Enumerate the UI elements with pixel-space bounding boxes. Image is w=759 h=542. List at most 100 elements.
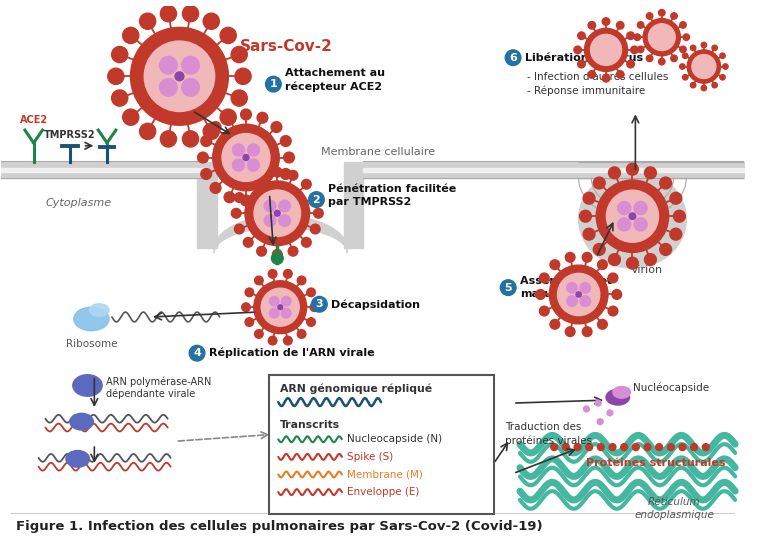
Circle shape: [627, 60, 635, 68]
Circle shape: [670, 228, 682, 240]
Circle shape: [558, 273, 600, 315]
Ellipse shape: [74, 307, 109, 331]
Circle shape: [279, 200, 291, 212]
Circle shape: [648, 24, 676, 50]
Circle shape: [701, 42, 707, 48]
Circle shape: [201, 136, 212, 146]
Circle shape: [644, 254, 657, 266]
Circle shape: [583, 192, 595, 204]
Text: Cytoplasme: Cytoplasme: [46, 198, 112, 208]
Circle shape: [271, 122, 282, 132]
Circle shape: [660, 177, 672, 189]
Circle shape: [197, 152, 208, 163]
Ellipse shape: [70, 414, 93, 430]
Circle shape: [673, 210, 685, 222]
Text: 2: 2: [313, 195, 320, 204]
Circle shape: [224, 192, 235, 203]
Circle shape: [634, 218, 647, 231]
Circle shape: [550, 319, 559, 329]
Circle shape: [644, 167, 657, 179]
Circle shape: [310, 303, 319, 312]
Circle shape: [261, 288, 299, 326]
Circle shape: [562, 444, 569, 450]
Circle shape: [683, 34, 689, 41]
Circle shape: [245, 181, 310, 246]
Circle shape: [720, 53, 725, 59]
Circle shape: [203, 124, 219, 139]
Circle shape: [232, 159, 244, 171]
Circle shape: [181, 56, 200, 74]
Circle shape: [597, 444, 604, 450]
Circle shape: [597, 260, 607, 269]
Circle shape: [231, 209, 241, 218]
Text: - Infection d'autres cellules: - Infection d'autres cellules: [527, 73, 668, 82]
Circle shape: [574, 444, 581, 450]
Circle shape: [680, 22, 686, 28]
Circle shape: [231, 47, 247, 63]
Circle shape: [144, 41, 215, 112]
Text: Nucléocapside: Nucléocapside: [634, 382, 710, 392]
Text: dépendante virale: dépendante virale: [106, 388, 195, 398]
Circle shape: [244, 179, 253, 189]
Circle shape: [584, 28, 628, 72]
Circle shape: [505, 50, 521, 66]
Circle shape: [612, 289, 622, 299]
Circle shape: [254, 281, 307, 334]
Circle shape: [241, 303, 250, 312]
Circle shape: [580, 282, 591, 293]
Circle shape: [108, 68, 124, 85]
Circle shape: [671, 55, 677, 62]
Circle shape: [220, 109, 236, 125]
Text: ACE2: ACE2: [20, 115, 48, 125]
Circle shape: [629, 213, 636, 220]
Circle shape: [269, 308, 279, 318]
Circle shape: [213, 124, 279, 191]
Circle shape: [536, 289, 545, 299]
Circle shape: [626, 163, 638, 175]
Circle shape: [567, 282, 578, 293]
Circle shape: [606, 190, 659, 242]
Circle shape: [280, 136, 291, 146]
Circle shape: [565, 327, 575, 337]
Circle shape: [264, 200, 276, 212]
Circle shape: [245, 318, 254, 326]
Circle shape: [588, 22, 596, 29]
Circle shape: [691, 82, 696, 88]
FancyBboxPatch shape: [269, 375, 495, 514]
Circle shape: [582, 253, 592, 262]
Circle shape: [634, 202, 647, 215]
Circle shape: [616, 70, 624, 78]
Circle shape: [582, 327, 592, 337]
Circle shape: [123, 27, 139, 43]
Circle shape: [268, 269, 277, 278]
Circle shape: [692, 55, 716, 79]
Text: Spike (S): Spike (S): [347, 452, 393, 462]
Text: Transcrits: Transcrits: [280, 420, 340, 430]
Circle shape: [301, 237, 311, 247]
Circle shape: [618, 218, 631, 231]
Circle shape: [257, 171, 266, 180]
Circle shape: [682, 75, 688, 80]
Circle shape: [608, 273, 618, 283]
Circle shape: [266, 76, 281, 92]
Circle shape: [584, 406, 590, 412]
Circle shape: [644, 444, 651, 450]
Circle shape: [254, 276, 263, 285]
Circle shape: [687, 50, 720, 83]
Circle shape: [626, 257, 638, 269]
Text: Sars-Cov-2: Sars-Cov-2: [240, 40, 333, 54]
Circle shape: [112, 47, 128, 63]
Circle shape: [723, 64, 728, 69]
Circle shape: [679, 64, 685, 69]
Circle shape: [301, 179, 311, 189]
Circle shape: [671, 13, 677, 19]
Circle shape: [647, 13, 653, 19]
Circle shape: [609, 167, 620, 179]
Circle shape: [284, 152, 294, 163]
Text: 5: 5: [505, 282, 512, 293]
Circle shape: [500, 280, 516, 295]
Circle shape: [667, 444, 674, 450]
Circle shape: [201, 169, 212, 179]
Circle shape: [235, 224, 244, 234]
Ellipse shape: [73, 375, 102, 396]
